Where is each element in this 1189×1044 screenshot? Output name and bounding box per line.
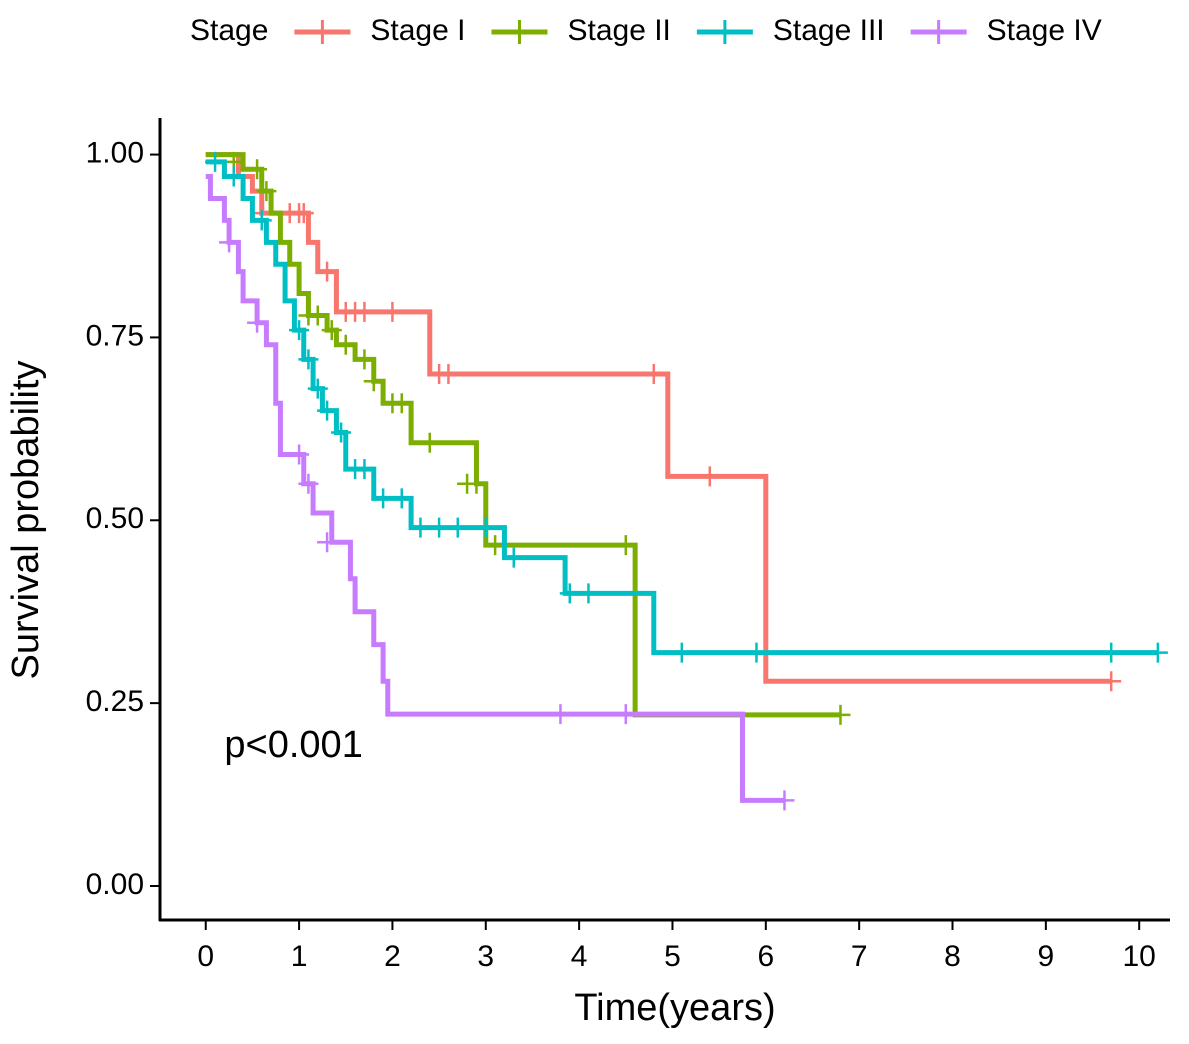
censor-mark: [615, 704, 636, 725]
x-tick-label: 1: [291, 940, 308, 973]
censor-mark: [219, 232, 240, 253]
censor-mark: [671, 642, 692, 663]
y-tick-label: 0.00: [86, 868, 144, 901]
censor-mark: [373, 488, 394, 509]
survival-curve: [205, 174, 785, 803]
censor-mark: [1101, 671, 1122, 692]
x-tick-label: 3: [477, 940, 494, 973]
y-axis-title: Survival probability: [5, 361, 47, 680]
censor-mark: [293, 203, 314, 224]
legend-swatch-mark: [310, 20, 335, 44]
censor-mark: [289, 320, 310, 341]
x-tick-label: 0: [197, 940, 214, 973]
censor-mark: [317, 532, 338, 553]
censor-mark: [335, 334, 356, 355]
censor-mark: [307, 378, 328, 399]
censor-mark: [410, 517, 431, 538]
censor-mark: [830, 704, 851, 725]
censor-mark: [774, 790, 795, 811]
censor-mark: [438, 363, 459, 384]
x-tick-label: 8: [944, 940, 961, 973]
survival-curve: [205, 152, 841, 718]
censor-mark: [466, 473, 487, 494]
censor-mark: [321, 320, 342, 341]
y-tick-label: 0.50: [86, 502, 144, 535]
censor-mark: [559, 583, 580, 604]
censor-mark: [643, 363, 664, 384]
x-tick-label: 4: [571, 940, 588, 973]
censor-mark: [485, 535, 506, 556]
censor-mark: [475, 517, 496, 538]
censor-mark: [1147, 642, 1168, 663]
censor-mark: [1101, 642, 1122, 663]
y-tick-label: 1.00: [86, 136, 144, 169]
legend-title: Stage: [190, 14, 268, 47]
survival-curve: [205, 159, 1158, 656]
censor-mark: [550, 704, 571, 725]
censor-mark: [331, 422, 352, 443]
censor-mark: [391, 488, 412, 509]
legend-swatch-mark: [712, 20, 737, 44]
censor-mark: [746, 642, 767, 663]
censor-mark: [419, 432, 440, 453]
x-tick-label: 9: [1038, 940, 1055, 973]
annotation: p<0.001: [224, 724, 362, 766]
legend-label: Stage IV: [987, 14, 1102, 47]
censor-mark: [363, 371, 384, 392]
censor-mark: [382, 301, 403, 322]
censor-mark: [354, 459, 375, 480]
censor-mark: [256, 181, 277, 202]
censor-mark: [247, 159, 268, 180]
censor-mark: [247, 312, 268, 333]
censor-mark: [223, 166, 244, 187]
censor-mark: [298, 349, 319, 370]
x-tick-label: 7: [851, 940, 868, 973]
censor-mark: [317, 400, 338, 421]
censor-mark: [503, 547, 524, 568]
censor-mark: [354, 349, 375, 370]
legend-label: Stage II: [567, 14, 670, 47]
x-tick-label: 6: [757, 940, 774, 973]
censor-mark: [391, 393, 412, 414]
survival-curve: [205, 152, 1112, 684]
censor-mark: [298, 473, 319, 494]
censor-mark: [699, 466, 720, 487]
x-tick-label: 5: [664, 940, 681, 973]
y-tick-label: 0.75: [86, 319, 144, 352]
censor-mark: [251, 210, 272, 231]
censor-mark: [615, 535, 636, 556]
censor-mark: [354, 301, 375, 322]
legend-label: Stage I: [370, 14, 465, 47]
censor-mark: [447, 517, 468, 538]
legend-label: Stage III: [773, 14, 885, 47]
censor-mark: [289, 444, 310, 465]
x-tick-label: 10: [1123, 940, 1156, 973]
legend-swatch-mark: [926, 20, 951, 44]
censor-mark: [317, 261, 338, 282]
y-tick-label: 0.25: [86, 685, 144, 718]
censor-mark: [307, 305, 328, 326]
x-axis-title: Time(years): [574, 987, 775, 1029]
censor-mark: [578, 583, 599, 604]
x-tick-label: 2: [384, 940, 401, 973]
legend-swatch-mark: [507, 20, 532, 44]
censor-mark: [205, 151, 226, 172]
censor-mark: [429, 517, 450, 538]
